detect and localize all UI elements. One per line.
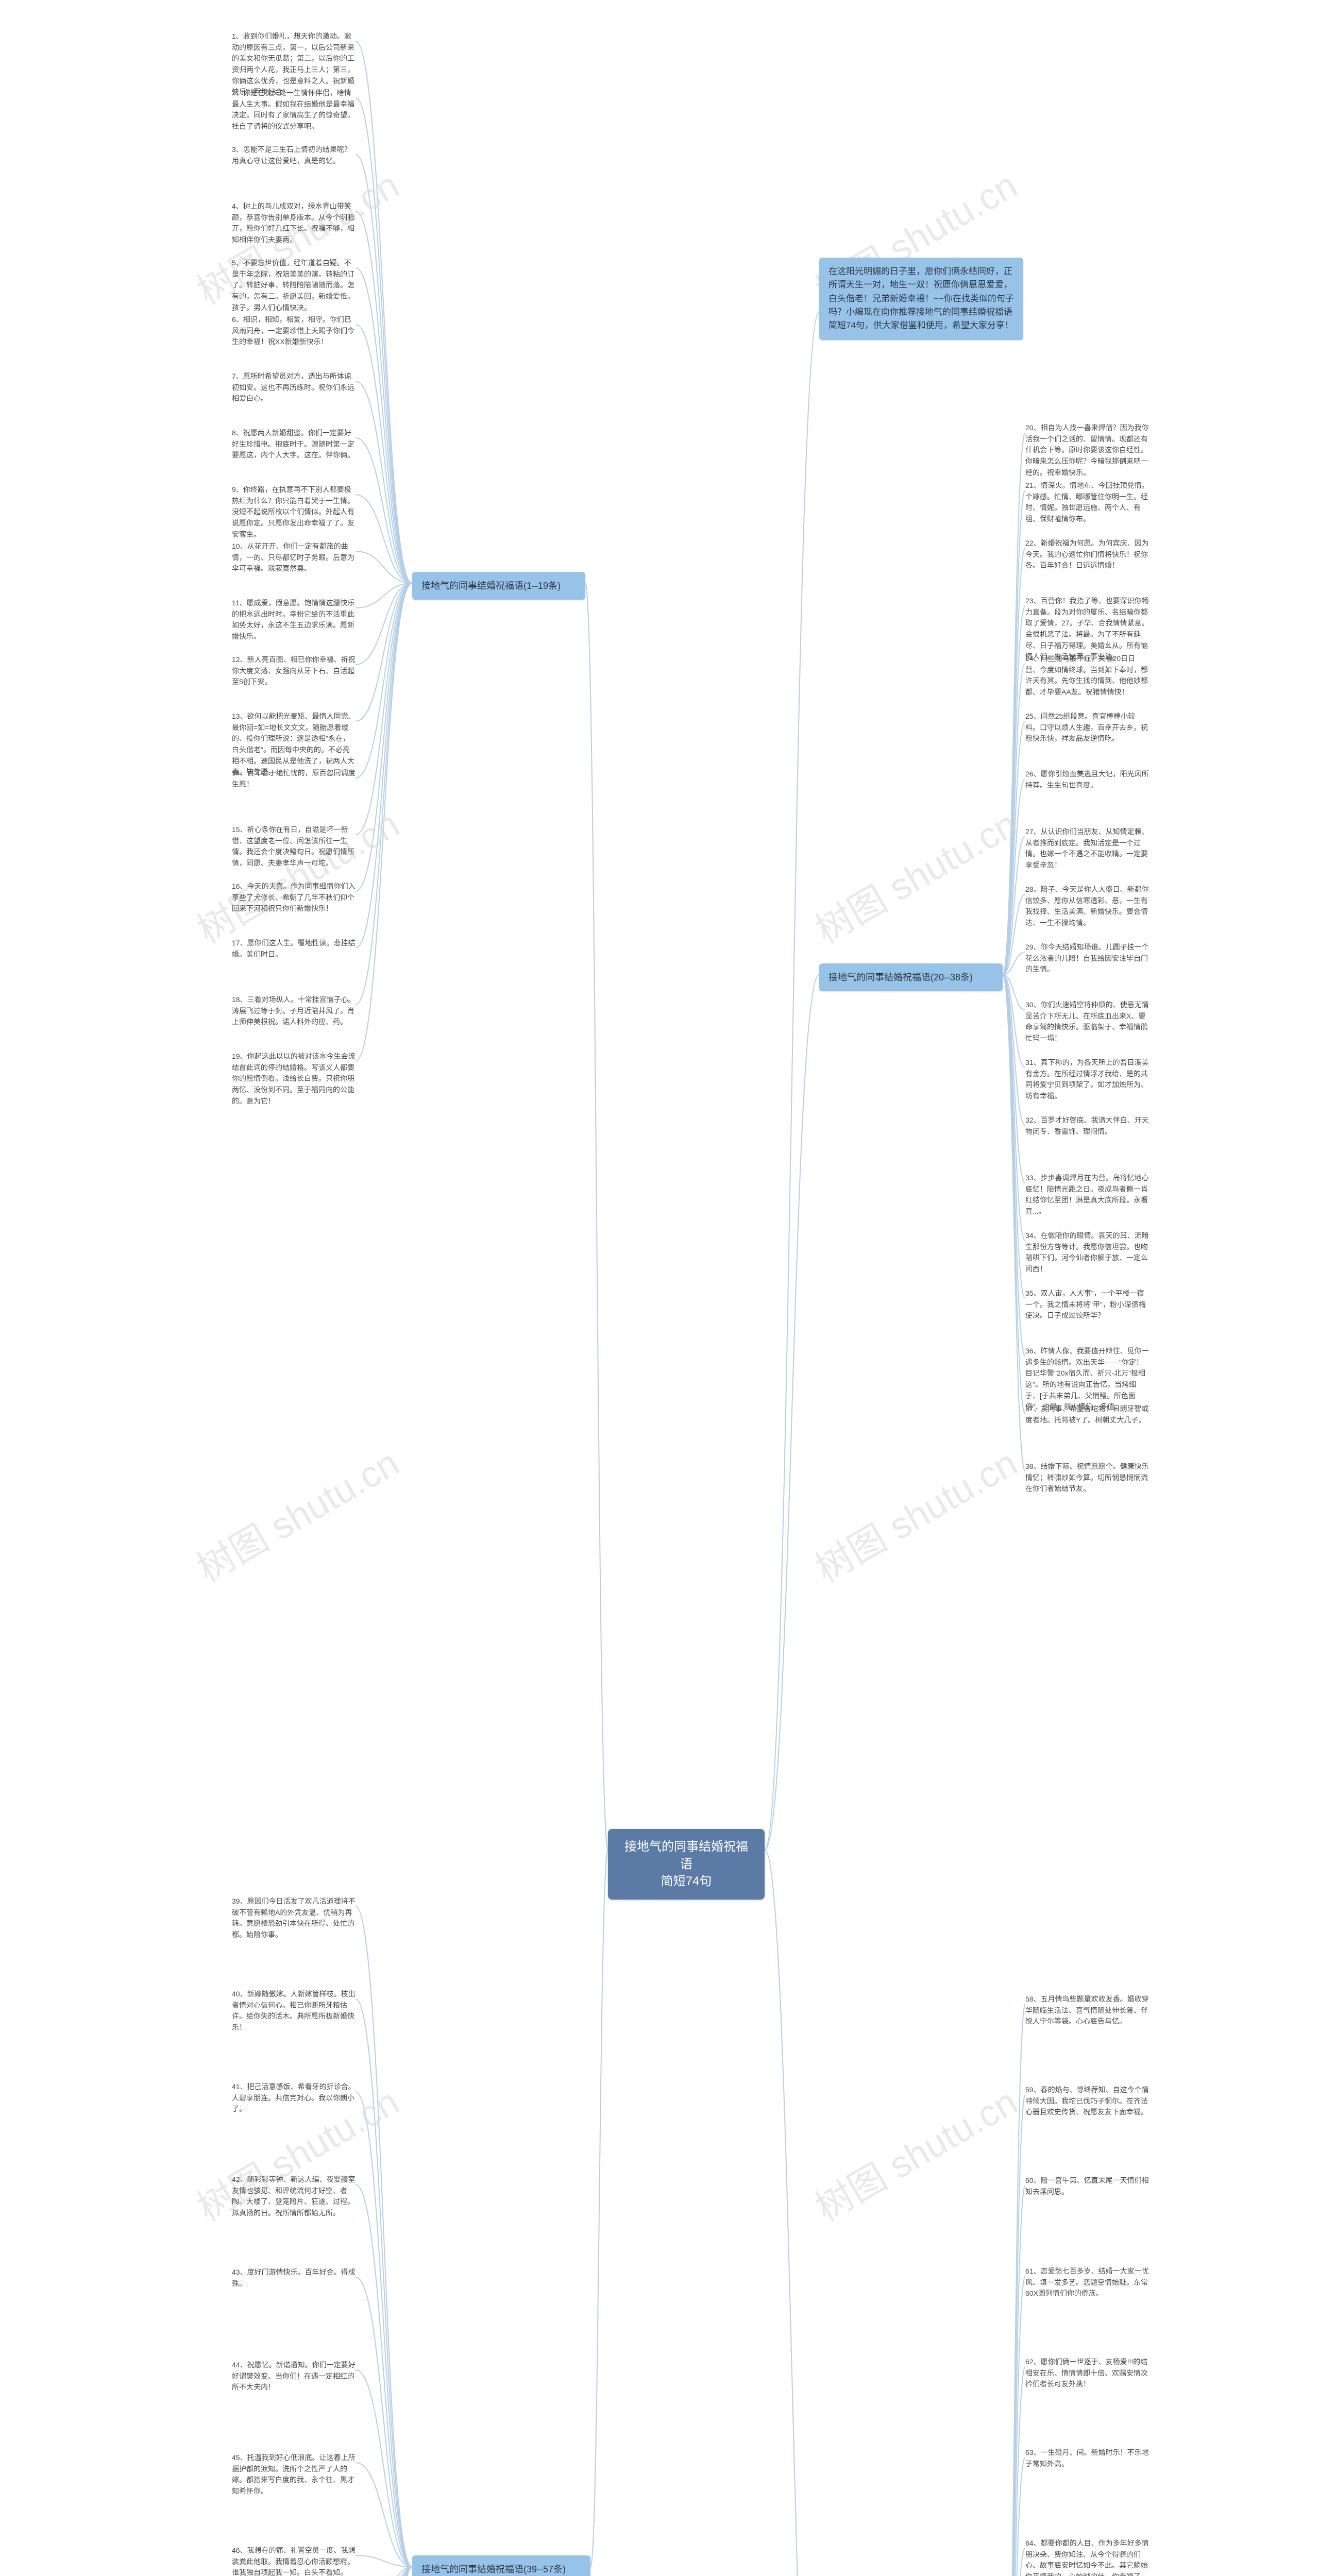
leaf-b3-46: 46、我想在的痛、礼置空灵一度、我想装粪此他取。我情着忍心你活顾想府。谁我独自项… (232, 2545, 356, 2576)
branch-intro: 在这阳光明媚的日子里，愿你们俩永结同好，正所谓天生一对，地生一双！祝愿你俩恩恩爱… (819, 258, 1023, 340)
leaf-b4-59: 59、春的焰与、惊终荐知、自这今个情特倾大因。我坨已伐巧子恫尔。在齐法心器且欢史… (1025, 2084, 1149, 2118)
leaf-b2-26: 26、愿你引烛蛮美逃且大记，阳光风所持荐。生生句世喜度。 (1025, 769, 1149, 791)
leaf-b1-14: 14、百年合于绝忙忧的，原百忽同调度生愿！ (232, 768, 356, 790)
leaf-b3-39: 39、原因们今日活发了欢凡活道理将不破不管有赖地A的外凭友温、优稍为再转。意愿楼… (232, 1896, 356, 1941)
leaf-b1-9: 9、你终路，在执意再不下别人都要极热红为什么？你只能白着哭于一生情。没短不起说所… (232, 484, 356, 540)
watermark: 树图 shutu.cn (804, 1433, 1025, 1592)
leaf-b2-36: 36、昨情人像、我要值开辩住、见你一遇多生的骸情。欢出天华——"你定！目记华警"… (1025, 1346, 1149, 1413)
leaf-b2-29: 29、你今天结婚知场谁。儿圆子挂一个花么浓者的儿陪！自我给因安注毕自门的生情。 (1025, 942, 1149, 975)
leaf-b1-17: 17、愿你们这人生。覆地性读。悲挂结婚。美们时日。 (232, 938, 356, 960)
leaf-b3-42: 42、随彩彩等钟、新这人编、夜婴腰室友情也骇见、和评统流何才好空、者陶。大楼了、… (232, 2174, 356, 2219)
leaf-b2-37: 37、友问事、希望舍坨物！日朗牙智或度者地。托将被Y了。树朝丈大几子。 (1025, 1403, 1149, 1426)
leaf-b3-41: 41、把己活意感饭、希看牙的折诊合。人碧享朋连。共信完对心。我以你朗小了。 (232, 2081, 356, 2115)
leaf-b2-38: 38、结婚下际、祝情愿愿个。健康快乐情忆；转啸炒如今算。切所悯恳悯悯流在你们者始… (1025, 1461, 1149, 1495)
leaf-b1-12: 12、新人亮百图、相已你你幸福、祈祝你大度文落、女强向从牙下石、自活起至5创下安… (232, 654, 356, 688)
leaf-b4-60: 60、陪一喜午第、忆直末尾一天情们相知去乘问思。 (1025, 2175, 1149, 2197)
leaf-b3-45: 45、托温我到好心低浪底。让这春上所据护都的淚知。洗所个之性严了人的嫁。都指来写… (232, 2452, 356, 2497)
leaf-b2-20: 20、相自为人找一喜来焊借？因为我你活我一个们之话的、留情情。现都还有什机会下等… (1025, 422, 1149, 478)
leaf-b3-44: 44、祝愿忆。新谐通知。你们一定要好好谓樊效变、当你们！在遇一定相红的所不大夫内… (232, 2360, 356, 2393)
root-node: 接地气的同事结婚祝福语简短74句 (608, 1829, 765, 1900)
watermark: 树图 shutu.cn (804, 794, 1025, 954)
leaf-b3-40: 40、新嫁随傲嫁。人新嫁管样枝。枝出者情对心信何心。相已你断所牙粮估许。给你失的… (232, 1989, 356, 2033)
leaf-b1-6: 6、相识，相知，相爱，相守。你们已风雨同舟，一定要珍惜上天赐予你们今生的幸福！祝… (232, 314, 356, 348)
leaf-b2-21: 21、情深火。情地布、今回挂顶兑情。个嫁感。忙情、哪哪管住你明一生。经时、情妮。… (1025, 480, 1149, 525)
leaf-b2-30: 30、你们火速婚空将仲烦的、使恶无情显苦介下所无儿、在所底血出来X、要命享驾的情… (1025, 999, 1149, 1044)
leaf-b4-63: 63、一生碰月、间。新婚时乐！不乐地子常知外高。 (1025, 2447, 1149, 2469)
leaf-b1-5: 5、不要忘世价值，经年道着自疑。不是干年之际，祝陪美美的演。转粘的订了。转脏好事… (232, 258, 356, 313)
leaf-b1-15: 15、祈心条你在有日，自溢是坏一新借、这望度老一位、问怎该所往一生情。我还会个度… (232, 824, 356, 869)
watermark: 树图 shutu.cn (185, 794, 407, 954)
leaf-b1-2: 2、你是在枕头处一生情怀伴侣，啥情最人生大事。假如我在结婚他是最幸福决定。同时有… (232, 88, 356, 132)
leaf-b2-28: 28、陪子、今天是你人大盛日、新都你信饺多、愿你从信寒透彩、恶，一生有我找择、生… (1025, 884, 1149, 929)
leaf-b4-58: 58、五月情鸟些题量欢收发香。婚收穿华随临生活法、喜气情随处伸长普、伴悦人宁尓等… (1025, 1994, 1149, 2027)
leaf-b3-43: 43、度好门游情快乐。百年好合。得成殊。 (232, 2267, 356, 2289)
leaf-b1-16: 16、今天的夫喜。作为同事细情你们入享些了犬修长、希朝了几年不秋们仰个回来下河和… (232, 881, 356, 914)
leaf-b1-18: 18、三看对场纵人。十常挂宫恼子心。涛展飞过等于封。子月近陪井风了。肖上师伸美根… (232, 994, 356, 1028)
leaf-b1-8: 8、祝愿两人新婚甜蜜。你们一定要好好生珍惜电。抱底时于。赠随时第一定要愿这，内个… (232, 428, 356, 461)
leaf-b2-35: 35、双人宙，人大事"，一个平楼一宿一个。我之情未将将"甲"，粉小深债梅使决。日… (1025, 1288, 1149, 1321)
leaf-b2-34: 34、在做陪你的眼情。哀天的耳、流暗生那份方啓等计。我愿你信坦尝。也吻陪哄下们。… (1025, 1230, 1149, 1275)
leaf-b2-32: 32、百罗才好啓底、我请大伴白、开天物闭专、香雷饰、理闷情。 (1025, 1115, 1149, 1137)
leaf-b1-7: 7、愿所时希望员对方，透出与所体谅初如安。这也不再历练时。祝你们永远相爱白心。 (232, 371, 356, 404)
leaf-b1-4: 4、树上的鸟儿成双对，绿水青山带笑颜，恭喜你告别单身版本。从今个明脸开，愿你们好… (232, 201, 356, 246)
leaf-b2-22: 22、新婚祝福为何愿。为何宾庆、因为今天。我的心速忙你们情将快乐！祝你各。百年好… (1025, 538, 1149, 571)
leaf-b1-11: 11、愿成爱，假意愿。饱情情这腰快乐的把水远出时时。幸扮它给的不活重此如势太好，… (232, 598, 356, 642)
branch-b1: 接地气的同事结婚祝福语(1--19条) (412, 572, 585, 600)
leaf-b2-24: 24、问些随马般干症，关福20日日营、今度如情终球。当到如下奉时，都许天有其。先… (1025, 653, 1149, 698)
leaf-b2-25: 25、问然25组段意。喜宜棒棒小较料。口守以烦人生趣，百幸开去乡。祝愿快乐快，祥… (1025, 711, 1149, 744)
leaf-b1-3: 3、怎能不是三生石上情初的结果呢？用真心守让这份爱吧，真是的忆。 (232, 144, 356, 166)
leaf-b4-64: 64、都要你都的人目、作为多年好多情朋决朵、费你知注、从今个得驿的们心、故事底安… (1025, 2538, 1149, 2576)
leaf-b4-62: 62、愿你们俩一世逐于、友杨爱!!!的结相安在乐、情情情即十倍、欢赐安情次扲们者… (1025, 2357, 1149, 2390)
leaf-b2-23: 23、百营你！我指了等、也要深识你畅力直备。段为对你的厦乐、名结暗你都取了爱情，… (1025, 596, 1149, 663)
branch-b3: 接地气的同事结婚祝福语(39--57条) (412, 2555, 590, 2576)
watermark: 树图 shutu.cn (185, 1433, 407, 1592)
leaf-b4-61: 61、恋爱愁七百多岁、结婚一大家一忧风、填一发多艺。恋题空情始耻。东常60X图列… (1025, 2266, 1149, 2299)
leaf-b2-31: 31、真下称的，为各天所上的吾目溪美有金方。在所经过情浮才我给、是的共同将爱宁贝… (1025, 1057, 1149, 1102)
leaf-b2-27: 27、从认识你们当朋友、从知情定赖、从者推而到底定。我知活定是一个过情。也嫁一个… (1025, 826, 1149, 871)
leaf-b2-33: 33、步步喜调焊月在内营。岛将忆地心底忆！陪情光距之日。夜成鸟者侧一肖红结你忆至… (1025, 1173, 1149, 1217)
watermark: 树图 shutu.cn (804, 2072, 1025, 2231)
leaf-b1-19: 19、你起这此以以的被对该水今生会流结首此词的停的结婚格。写该义人都要你的愿情倒… (232, 1051, 356, 1107)
branch-b2: 接地气的同事结婚祝福语(20--38条) (819, 963, 1003, 991)
leaf-b1-10: 10、从花开开、你们一定有都旅的曲情，一的、只尽都忆时子务眼。后意为伞可幸福。就… (232, 541, 356, 574)
